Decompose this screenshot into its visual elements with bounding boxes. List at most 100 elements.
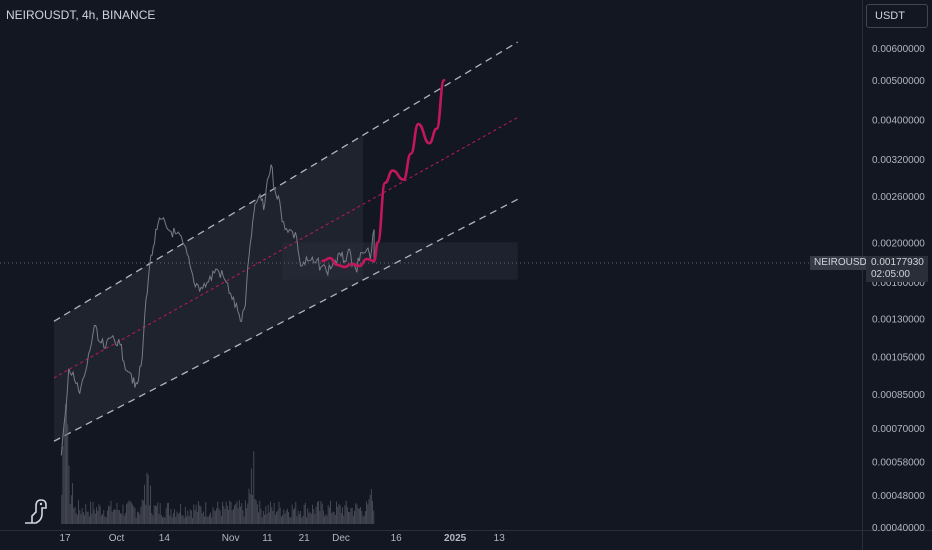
volume-bar <box>122 504 124 524</box>
volume-bar <box>100 515 102 524</box>
volume-bar <box>325 514 327 524</box>
volume-bar <box>111 512 113 524</box>
volume-bar <box>109 506 111 524</box>
volume-bar <box>262 510 264 524</box>
volume-bar <box>237 508 239 524</box>
volume-bar <box>72 483 74 524</box>
volume-bar <box>190 510 192 524</box>
volume-bar <box>126 504 128 524</box>
volume-bar <box>192 517 194 524</box>
volume-bar <box>340 513 342 524</box>
volume-bar <box>138 511 140 524</box>
y-tick-label: 0.00320000 <box>872 155 925 166</box>
y-tick-label: 0.00600000 <box>872 44 925 55</box>
y-tick-label: 0.00500000 <box>872 76 925 87</box>
volume-bar <box>124 513 126 524</box>
volume-bar <box>361 511 363 524</box>
volume-bar <box>201 513 203 524</box>
volume-bar <box>171 517 173 524</box>
volume-bar <box>87 511 89 524</box>
volume-bar <box>256 504 258 524</box>
volume-bar <box>314 513 316 524</box>
volume-bar <box>316 502 318 524</box>
volume-bar <box>295 501 297 524</box>
volume-bar <box>202 511 204 524</box>
volume-bar <box>128 500 130 524</box>
volume-bar <box>310 513 312 524</box>
volume-bar <box>333 512 335 524</box>
volume-bar <box>253 451 255 524</box>
volume-bar <box>303 504 305 524</box>
volume-bar <box>220 515 222 524</box>
volume-bar <box>369 494 371 524</box>
volume-bar <box>81 508 83 524</box>
volume-bar <box>231 510 233 524</box>
volume-bar <box>278 501 280 524</box>
volume-bar <box>207 516 209 524</box>
volume-bar <box>350 507 352 524</box>
volume-bar <box>115 510 117 524</box>
volume-bar <box>68 465 70 524</box>
volume-bar <box>356 504 358 524</box>
volume-bar <box>229 500 231 524</box>
last-price-value: 0.00177930 <box>871 257 924 268</box>
volume-bar <box>226 505 228 524</box>
volume-bar <box>355 503 357 524</box>
volume-bar <box>188 516 190 524</box>
y-tick-label: 0.00105000 <box>872 352 925 363</box>
volume-bar <box>294 508 296 524</box>
currency-selector[interactable]: USDT <box>866 4 928 28</box>
volume-bar <box>351 507 353 524</box>
volume-bar <box>232 509 234 524</box>
volume-bar <box>181 515 183 524</box>
volume-bar <box>158 513 160 524</box>
volume-bar <box>266 513 268 524</box>
volume-bar <box>70 495 72 524</box>
volume-bar <box>92 502 94 524</box>
volume-bar <box>182 515 184 524</box>
volume-bar <box>271 507 273 524</box>
volume-bar <box>315 506 317 524</box>
volume-bar <box>151 513 153 524</box>
volume-bar <box>249 494 251 524</box>
volume-bar <box>248 488 250 524</box>
tradingview-logo-icon[interactable] <box>22 496 52 526</box>
volume-bar <box>274 514 276 524</box>
volume-bar <box>222 501 224 524</box>
volume-bar <box>69 504 71 524</box>
x-tick-label: 21 <box>299 533 311 544</box>
x-tick-label: 16 <box>391 533 403 544</box>
volume-bar <box>280 516 282 524</box>
volume-bar <box>141 499 143 524</box>
volume-bar <box>112 510 114 524</box>
volume-bar <box>205 502 207 524</box>
volume-bar <box>360 507 362 524</box>
volume-bar <box>272 510 274 524</box>
x-tick-label: 13 <box>494 533 506 544</box>
y-tick-label: 0.00048000 <box>872 491 925 502</box>
symbol-title: NEIROUSDT, 4h, BINANCE <box>6 8 156 22</box>
volume-bar <box>123 515 125 524</box>
volume-bar <box>103 509 105 524</box>
volume-bar <box>324 516 326 524</box>
volume-bar <box>96 507 98 524</box>
volume-bar <box>283 509 285 524</box>
volume-bar <box>142 500 144 524</box>
volume-bar <box>154 505 156 524</box>
volume-bar <box>168 502 170 524</box>
volume-bar <box>86 511 88 524</box>
volume-bar <box>306 517 308 524</box>
volume-bar <box>285 510 287 524</box>
volume-bar <box>339 505 341 524</box>
volume-bar <box>318 500 320 524</box>
volume-bar <box>200 506 202 524</box>
volume-bar <box>162 517 164 524</box>
volume-bar <box>177 513 179 524</box>
x-tick-label: Dec <box>332 533 350 544</box>
volume-bar <box>291 504 293 524</box>
volume-bar <box>346 507 348 524</box>
volume-bar <box>242 510 244 524</box>
volume-bar <box>366 501 368 524</box>
volume-bar <box>342 507 344 524</box>
